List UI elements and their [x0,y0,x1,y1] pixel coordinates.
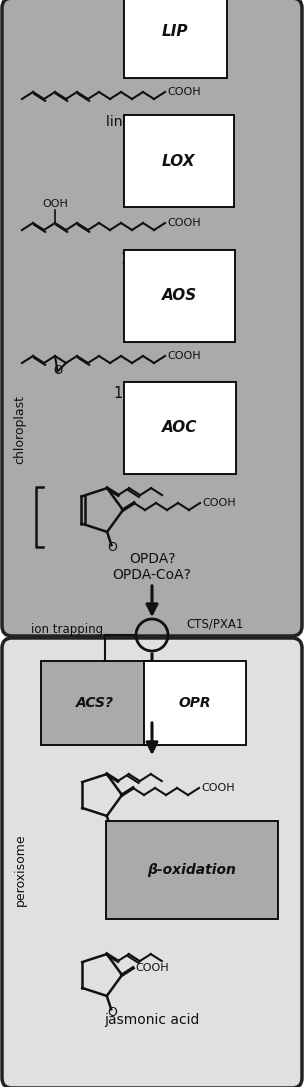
Text: COOH: COOH [167,218,201,228]
FancyBboxPatch shape [2,0,302,636]
Text: LOX: LOX [162,153,196,168]
Text: jasmonic acid: jasmonic acid [104,1013,200,1027]
Text: COOH: COOH [135,963,169,973]
Text: 13-HPOT: 13-HPOT [120,252,184,267]
Text: linolenic acid: linolenic acid [106,115,198,129]
Text: LIP: LIP [162,25,188,39]
Text: OPR: OPR [179,696,211,710]
Text: COOH: COOH [167,351,201,361]
Text: 12,13-EOT: 12,13-EOT [114,386,190,400]
Text: ion trapping: ion trapping [31,624,103,637]
Text: O: O [53,363,62,376]
Text: peroxisome: peroxisome [13,834,27,907]
FancyBboxPatch shape [2,638,302,1087]
Text: COOH: COOH [201,783,235,794]
Text: COOH: COOH [202,498,236,508]
Text: CTS/PXA1: CTS/PXA1 [186,617,244,630]
Text: OPC-8:0: OPC-8:0 [122,827,182,842]
Text: COOH: COOH [167,87,201,97]
Text: ACS?: ACS? [76,696,114,710]
Text: AOC: AOC [162,421,198,436]
Text: β-oxidation: β-oxidation [148,863,236,877]
Text: O: O [107,826,117,838]
Text: chloroplast: chloroplast [13,396,27,464]
Text: AOS: AOS [162,288,197,303]
Text: OOH: OOH [42,199,68,209]
Text: OPDA?
OPDA-CoA?: OPDA? OPDA-CoA? [113,552,192,583]
Text: O: O [107,540,117,553]
Text: O: O [107,1005,117,1019]
